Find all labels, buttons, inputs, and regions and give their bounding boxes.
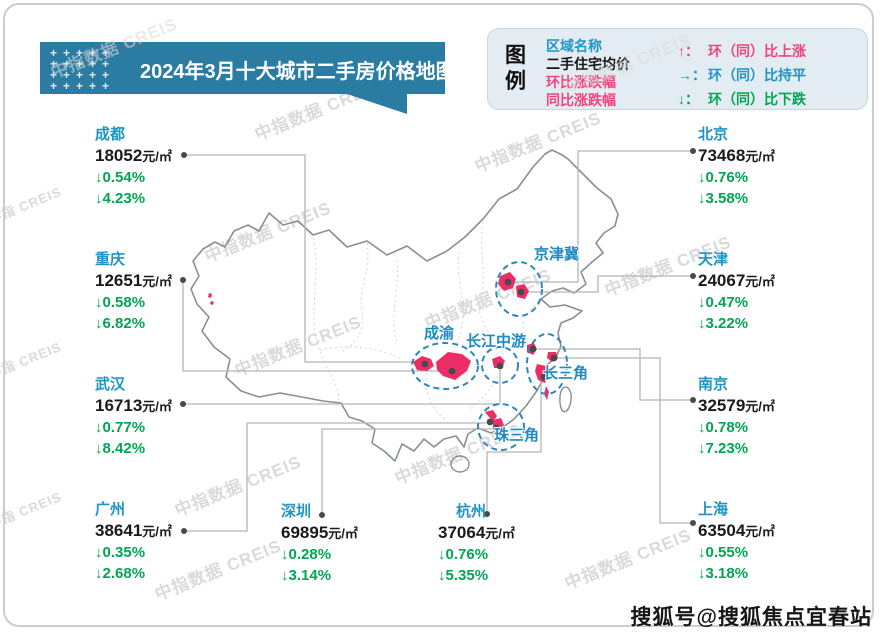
city-yoy-change: ↓6.82% xyxy=(95,315,146,332)
city-name: 深圳 xyxy=(281,503,312,520)
legend-field-list: 区域名称 二手住宅均价 环比涨跌幅 同比涨跌幅 xyxy=(546,29,658,109)
city-price: 73468元/㎡ xyxy=(698,146,775,165)
city-name: 杭州 xyxy=(456,503,487,520)
city-label-chengdu: 成都 18052元/㎡ ↓0.54% ↓4.23% xyxy=(95,125,172,210)
legend-title: 图例 xyxy=(505,44,526,93)
region-label-changjiangzhongyou: 长江中游 xyxy=(466,333,527,350)
city-yoy-change: ↓7.23% xyxy=(698,440,749,457)
city-price: 12651元/㎡ xyxy=(95,271,172,290)
watermark: 中指数据 CREIS xyxy=(472,108,605,177)
city-yoy-change: ↓8.42% xyxy=(95,440,146,457)
city-label-nanjing: 南京 32579元/㎡ ↓0.78% ↓7.23% xyxy=(698,375,775,460)
city-name: 天津 xyxy=(698,251,729,268)
city-mom-change: ↓0.58% xyxy=(95,294,146,311)
city-price: 16713元/㎡ xyxy=(95,396,172,415)
up-arrow-icon: ↑： xyxy=(678,43,699,59)
city-mom-change: ↓0.76% xyxy=(438,546,489,563)
city-label-wuhan: 武汉 16713元/㎡ ↓0.77% ↓8.42% xyxy=(95,375,172,460)
city-yoy-change: ↓4.23% xyxy=(95,190,146,207)
city-mom-change: ↓0.28% xyxy=(281,546,332,563)
watermark: 中指数据 CREIS xyxy=(562,525,695,594)
city-name: 武汉 xyxy=(95,376,126,393)
watermark: 中指数据 CREIS xyxy=(232,312,365,381)
city-name: 上海 xyxy=(698,501,729,518)
legend-avg-price: 二手住宅均价 xyxy=(546,56,630,72)
city-price: 69895元/㎡ xyxy=(281,523,358,542)
city-mom-change: ↓0.54% xyxy=(95,169,146,186)
city-price: 32579元/㎡ xyxy=(698,396,775,415)
right-arrow-icon: →： xyxy=(678,67,706,83)
city-name: 北京 xyxy=(698,126,729,143)
taiwan-island xyxy=(559,386,572,413)
sohu-watermark-stamp: 搜狐号@搜狐焦点宜春站 xyxy=(630,606,872,629)
city-label-beijing: 北京 73468元/㎡ ↓0.76% ↓3.58% xyxy=(698,125,775,210)
city-price: 38641元/㎡ xyxy=(95,521,172,540)
watermark-logo: 中指 CREIS xyxy=(0,488,64,532)
city-mom-change: ↓0.47% xyxy=(698,294,749,311)
city-name: 重庆 xyxy=(95,251,126,268)
page-title: 2024年3月十大城市二手房价格地图 xyxy=(140,61,456,83)
city-label-chongqing: 重庆 12651元/㎡ ↓0.58% ↓6.82% xyxy=(95,250,172,335)
city-label-tianjin: 天津 24067元/㎡ ↓0.47% ↓3.22% xyxy=(698,250,775,335)
city-yoy-change: ↓5.35% xyxy=(438,567,489,584)
down-arrow-icon: ↓： xyxy=(678,91,699,107)
region-label-zhusanjiao: 珠三角 xyxy=(494,427,540,444)
legend-arrow-down: ↓： 环（同）比下跌 xyxy=(678,87,806,111)
city-yoy-change: ↓3.14% xyxy=(281,567,332,584)
city-mom-change: ↓0.78% xyxy=(698,419,749,436)
region-label-changsanjiao: 长三角 xyxy=(543,365,589,382)
circle-changjiangzhongyou xyxy=(481,346,519,384)
city-label-shenzhen: 深圳 69895元/㎡ ↓0.28% ↓3.14% xyxy=(281,502,358,587)
plus-pattern-decoration: +++++ +++++ +++++ +++++ xyxy=(50,46,116,93)
city-mom-change: ↓0.55% xyxy=(698,544,749,561)
city-price: 37064元/㎡ xyxy=(438,523,515,542)
city-yoy-change: ↓3.58% xyxy=(698,190,749,207)
city-name: 成都 xyxy=(95,126,126,143)
watermark-logo: 中指 CREIS xyxy=(0,183,64,227)
city-label-shanghai: 上海 63504元/㎡ ↓0.55% ↓3.18% xyxy=(698,500,775,585)
legend-yoy-change: 同比涨跌幅 xyxy=(546,92,616,108)
legend-region-name: 区域名称 xyxy=(546,38,602,54)
watermark-logo: 中指 CREIS xyxy=(0,338,64,382)
city-yoy-change: ↓3.22% xyxy=(698,315,749,332)
city-yoy-change: ↓2.68% xyxy=(95,565,146,582)
legend-arrow-flat: →： 环（同）比持平 xyxy=(678,63,806,87)
city-label-hangzhou: 杭州 37064元/㎡ ↓0.76% ↓5.35% xyxy=(438,502,515,587)
city-price: 24067元/㎡ xyxy=(698,271,775,290)
china-outline xyxy=(190,149,619,462)
city-name: 南京 xyxy=(698,376,729,393)
legend-mom-change: 环比涨跌幅 xyxy=(546,74,616,90)
city-price: 18052元/㎡ xyxy=(95,146,172,165)
watermark: 中指数据 CREIS xyxy=(202,198,335,267)
city-yoy-change: ↓3.18% xyxy=(698,565,749,582)
legend-box: 图例 区域名称 二手住宅均价 环比涨跌幅 同比涨跌幅 ↑： 环（同）比上涨 →：环… xyxy=(487,28,868,110)
region-label-jingjinji: 京津冀 xyxy=(534,246,580,263)
city-mom-change: ↓0.35% xyxy=(95,544,146,561)
city-name: 广州 xyxy=(95,501,126,518)
legend-arrow-list: ↑： 环（同）比上涨 →： 环（同）比持平 ↓： 环（同）比下跌 xyxy=(678,29,806,109)
legend-arrow-up: ↑： 环（同）比上涨 xyxy=(678,39,806,63)
region-label-chengyu: 成渝 xyxy=(424,325,455,342)
city-mom-change: ↓0.76% xyxy=(698,169,749,186)
city-mom-change: ↓0.77% xyxy=(95,419,146,436)
city-label-guangzhou: 广州 38641元/㎡ ↓0.35% ↓2.68% xyxy=(95,500,172,585)
city-price: 63504元/㎡ xyxy=(698,521,775,540)
title-banner: +++++ +++++ +++++ +++++ 2024年3月十大城市二手房价格… xyxy=(40,42,456,94)
